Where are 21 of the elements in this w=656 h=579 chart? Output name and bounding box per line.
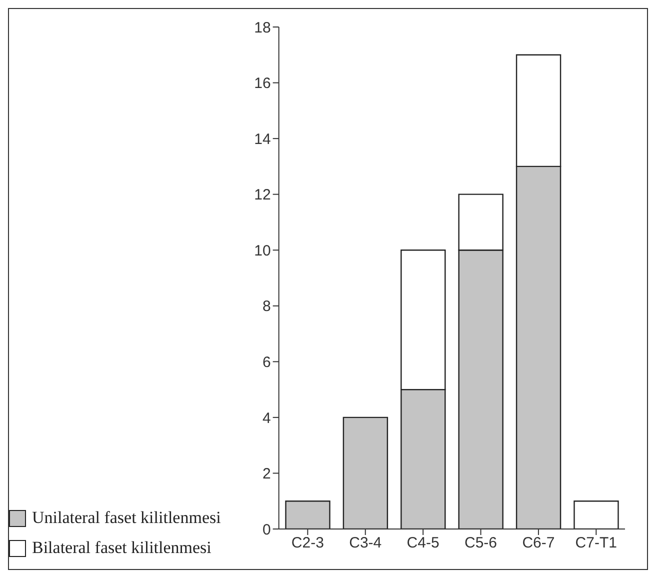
- y-tick-label: 14: [254, 130, 271, 148]
- y-tick-label: 8: [262, 298, 271, 316]
- bar: [342, 416, 388, 529]
- y-tick-label: 0: [262, 521, 271, 538]
- x-tick-label: C5-6: [464, 534, 498, 552]
- x-tick-label: C3-4: [349, 534, 382, 552]
- y-tick-label: 12: [254, 186, 271, 204]
- y-tick-label: 4: [262, 410, 271, 427]
- y-tick-label: 6: [262, 354, 271, 371]
- x-tick-label: C2-3: [291, 534, 324, 552]
- y-tick-label: 2: [262, 466, 271, 483]
- y-tick-label: 16: [254, 75, 271, 92]
- y-tick-label: 10: [254, 242, 271, 260]
- x-tick-label: C6-7: [522, 534, 555, 552]
- legend-label: Unilateral faset kilitlenmesi: [32, 508, 221, 528]
- bar: [285, 500, 330, 529]
- x-tick-label: C4-5: [406, 534, 440, 552]
- y-tick-label: 18: [254, 19, 271, 36]
- bar: [574, 500, 619, 529]
- legend-label: Bilateral faset kilitlenmesi: [32, 538, 212, 558]
- x-tick-label: C7-T1: [575, 534, 617, 552]
